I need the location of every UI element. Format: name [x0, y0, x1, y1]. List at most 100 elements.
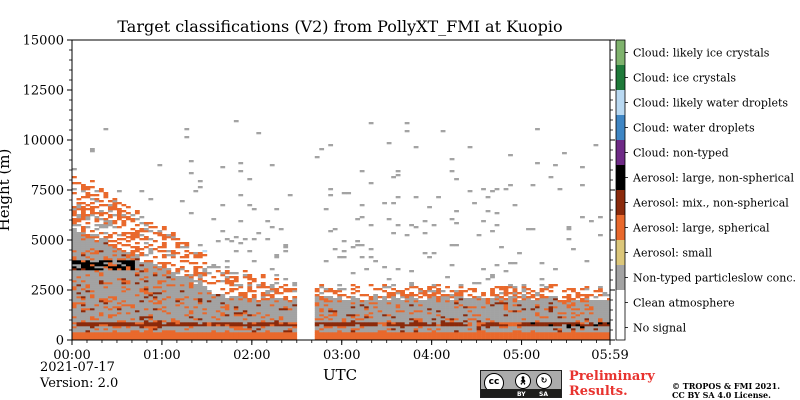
- class-cell: [400, 300, 405, 303]
- class-cell: [571, 308, 576, 311]
- class-cell: [602, 294, 608, 297]
- class-cell: [202, 254, 208, 257]
- class-cell: [112, 302, 118, 305]
- class-cell: [103, 330, 109, 333]
- class-cell: [80, 188, 86, 191]
- class-cell: [229, 282, 235, 285]
- class-cell: [535, 338, 540, 340]
- class-cell: [458, 312, 464, 315]
- class-cell: [112, 254, 118, 257]
- class-cell: [116, 330, 122, 333]
- class-cell: [98, 258, 104, 261]
- class-cell: [449, 294, 455, 297]
- legend-label: Cloud: ice crystals: [633, 72, 736, 85]
- class-cell: [332, 300, 338, 303]
- class-cell: [166, 254, 172, 257]
- class-cell: [175, 310, 181, 313]
- class-cell: [197, 286, 203, 289]
- class-cell: [157, 246, 163, 249]
- class-cell: [143, 330, 149, 333]
- class-cell: [544, 336, 549, 339]
- class-cell: [508, 184, 513, 187]
- class-cell: [107, 320, 113, 323]
- class-cell: [85, 264, 91, 267]
- class-cell: [76, 310, 82, 313]
- class-cell: [260, 318, 266, 321]
- class-cell: [85, 278, 91, 281]
- class-cell: [148, 294, 154, 297]
- class-cell: [202, 324, 208, 327]
- class-cell: [283, 302, 289, 305]
- class-cell: [530, 332, 536, 335]
- class-cell: [449, 302, 455, 305]
- class-cell: [445, 320, 450, 323]
- class-cell: [134, 328, 140, 331]
- class-cell: [197, 274, 203, 277]
- class-cell: [422, 302, 428, 305]
- copyright-line2: CC BY SA 4.0 License.: [672, 390, 771, 400]
- class-cell: [431, 328, 437, 331]
- class-cell: [530, 304, 536, 307]
- class-cell: [431, 334, 437, 337]
- class-cell: [170, 316, 176, 319]
- class-cell: [103, 296, 109, 299]
- class-cell: [211, 336, 217, 339]
- class-cell: [125, 244, 131, 247]
- class-cell: [422, 318, 428, 321]
- class-cell: [494, 336, 500, 339]
- class-cell: [170, 272, 176, 275]
- class-cell: [157, 274, 163, 277]
- class-cell: [121, 292, 127, 295]
- class-cell: [130, 250, 136, 253]
- class-cell: [103, 256, 109, 259]
- class-cell: [607, 302, 610, 305]
- class-cell: [382, 286, 388, 289]
- class-cell: [94, 258, 100, 261]
- class-cell: [112, 232, 118, 235]
- class-cell: [166, 318, 172, 321]
- class-cell: [274, 332, 280, 335]
- class-cell: [103, 302, 109, 305]
- class-cell: [143, 292, 149, 295]
- class-cell: [346, 326, 352, 329]
- class-cell: [202, 294, 208, 297]
- class-cell: [121, 304, 127, 307]
- class-cell: [440, 336, 446, 339]
- class-cell: [143, 246, 149, 249]
- class-cell: [449, 320, 455, 323]
- class-cell: [116, 202, 122, 205]
- class-cell: [332, 310, 338, 313]
- class-cell: [418, 308, 423, 311]
- class-cell: [242, 330, 248, 333]
- class-cell: [130, 228, 136, 231]
- class-cell: [157, 230, 163, 233]
- class-cell: [238, 284, 244, 287]
- class-cell: [584, 320, 590, 323]
- class-cell: [269, 296, 275, 299]
- class-cell: [107, 324, 113, 327]
- class-cell: [134, 262, 140, 265]
- class-cell: [197, 306, 203, 309]
- class-cell: [449, 326, 455, 329]
- class-cell: [328, 336, 334, 339]
- class-cell: [382, 338, 388, 340]
- class-cell: [332, 326, 338, 329]
- class-cell: [193, 254, 199, 257]
- class-cell: [161, 332, 167, 335]
- class-cell: [521, 310, 527, 313]
- class-cell: [161, 226, 167, 229]
- class-cell: [598, 216, 603, 219]
- class-cell: [179, 278, 185, 281]
- class-cell: [346, 314, 352, 317]
- class-cell: [422, 336, 428, 339]
- class-cell: [260, 292, 266, 295]
- class-cell: [89, 318, 95, 321]
- class-cell: [202, 314, 208, 317]
- class-cell: [557, 304, 563, 307]
- class-cell: [148, 270, 154, 273]
- class-cell: [197, 280, 203, 283]
- class-cell: [152, 268, 158, 271]
- class-cell: [400, 332, 405, 335]
- class-cell: [229, 328, 235, 331]
- class-cell: [503, 318, 509, 321]
